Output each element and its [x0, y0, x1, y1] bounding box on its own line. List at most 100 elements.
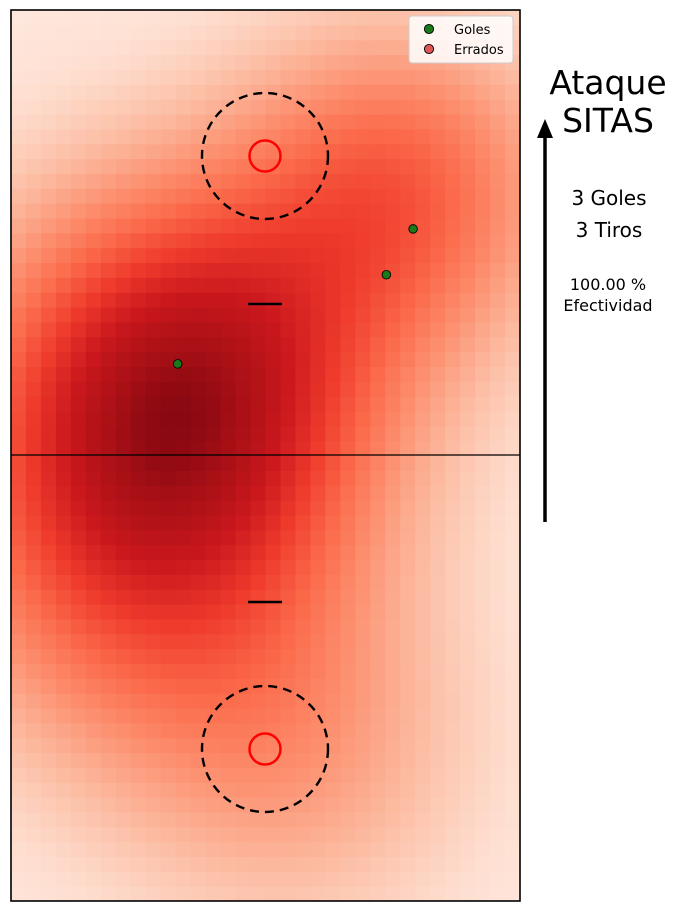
heatmap-cell: [40, 336, 57, 353]
heatmap-cell: [175, 604, 192, 620]
heatmap-cell: [490, 470, 506, 486]
heatmap-cell: [130, 767, 147, 783]
heatmap-cell: [130, 663, 147, 679]
heatmap-cell: [490, 425, 506, 442]
heatmap-cell: [400, 262, 416, 278]
heatmap-cell: [475, 410, 491, 427]
heatmap-cell: [340, 856, 356, 872]
heatmap-cell: [475, 841, 491, 858]
heatmap-cell: [265, 663, 282, 679]
heatmap-cell: [55, 693, 72, 709]
heatmap-cell: [445, 425, 461, 442]
heatmap-cell: [160, 292, 177, 308]
heatmap-cell: [415, 678, 431, 694]
heatmap-cell: [250, 39, 267, 56]
heatmap-cell: [85, 886, 102, 901]
heatmap-cell: [340, 54, 356, 70]
heatmap-cell: [40, 841, 57, 858]
heatmap-cell: [55, 410, 72, 427]
heatmap-cell: [175, 84, 192, 100]
heatmap-cell: [160, 69, 177, 85]
heatmap-cell: [505, 752, 520, 768]
heatmap-cell: [415, 455, 431, 471]
heatmap-cell: [175, 767, 192, 783]
heatmap-cell: [250, 410, 267, 427]
heatmap-cell: [340, 440, 356, 457]
heatmap-cell: [190, 396, 207, 412]
heatmap-cell: [115, 856, 132, 872]
heatmap-cell: [265, 425, 282, 442]
heatmap-cell: [370, 217, 386, 234]
heatmap-cell: [265, 886, 282, 901]
effectiveness: 100.00 % Efectividad: [540, 274, 676, 316]
heatmap-cell: [25, 69, 42, 85]
heatmap-cell: [340, 782, 356, 798]
heatmap-cell: [505, 366, 520, 382]
heatmap-cell: [85, 485, 102, 501]
heatmap-cell: [190, 574, 207, 590]
heatmap-cell: [115, 500, 132, 516]
heatmap-cell: [490, 128, 506, 145]
heatmap-cell: [430, 396, 446, 412]
heatmap-cell: [145, 247, 162, 264]
heatmap-cell: [235, 440, 252, 457]
heatmap-cell: [220, 203, 237, 219]
heatmap-cell: [385, 559, 401, 575]
heatmap-cell: [340, 633, 356, 650]
heatmap-cell: [445, 663, 461, 679]
heatmap-cell: [160, 826, 177, 843]
heatmap-cell: [445, 618, 461, 635]
heatmap-cell: [25, 485, 42, 501]
heatmap-cell: [40, 707, 57, 724]
heatmap-cell: [100, 217, 117, 234]
heatmap-cell: [415, 871, 431, 887]
heatmap-cell: [250, 648, 267, 664]
heatmap-cell: [175, 455, 192, 471]
heatmap-cell: [295, 39, 312, 56]
heatmap-cell: [490, 589, 506, 605]
heatmap-cell: [175, 648, 192, 664]
heatmap-cell: [11, 69, 27, 85]
heatmap-cell: [25, 678, 42, 694]
heatmap-cell: [25, 232, 42, 249]
heatmap-cell: [265, 604, 282, 620]
heatmap-cell: [490, 143, 506, 160]
heatmap-cell: [85, 99, 102, 115]
heatmap-cell: [340, 826, 356, 843]
heatmap-cell: [415, 262, 431, 278]
heatmap-cell: [415, 574, 431, 590]
heatmap-cell: [430, 410, 446, 427]
heatmap-cell: [100, 188, 117, 204]
heatmap-cell: [280, 247, 297, 264]
heatmap-cell: [445, 351, 461, 367]
heatmap-cell: [265, 381, 282, 397]
heatmap-cell: [400, 514, 416, 531]
heatmap-cell: [85, 722, 102, 739]
heatmap-cell: [235, 128, 252, 145]
heatmap-cell: [190, 336, 207, 353]
heatmap-cell: [40, 99, 57, 115]
heatmap-cell: [100, 797, 117, 813]
heatmap-cell: [115, 604, 132, 620]
heatmap-cell: [220, 722, 237, 739]
heatmap-cell: [55, 485, 72, 501]
heatmap-cell: [11, 217, 27, 234]
heatmap-cell: [115, 158, 132, 174]
heatmap-cell: [505, 559, 520, 575]
heatmap-cell: [55, 203, 72, 219]
heatmap-cell: [310, 752, 326, 768]
heatmap-cell: [490, 351, 506, 367]
heatmap-cell: [385, 797, 401, 813]
heatmap-cell: [505, 797, 520, 813]
heatmap-cell: [340, 217, 356, 234]
heatmap-cell: [115, 678, 132, 694]
heatmap-cell: [280, 69, 297, 85]
heatmap-cell: [205, 277, 222, 293]
heatmap-cell: [505, 232, 520, 249]
heatmap-cell: [460, 396, 476, 412]
heatmap-cell: [445, 871, 461, 887]
heatmap-cell: [175, 128, 192, 145]
heatmap-cell: [340, 232, 356, 249]
heatmap-cell: [310, 559, 326, 575]
heatmap-cell: [430, 574, 446, 590]
